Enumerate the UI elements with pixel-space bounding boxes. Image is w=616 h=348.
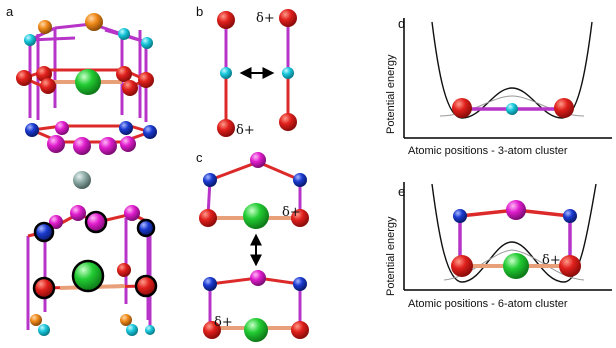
blue-atom <box>25 123 39 137</box>
magenta-atom <box>49 215 63 229</box>
blue-atom <box>203 173 217 187</box>
x-axis-label: Atomic positions - 3-atom cluster <box>408 145 568 157</box>
cyan-atom <box>145 325 155 335</box>
cyan-atom <box>220 67 232 79</box>
panel-label-a: a <box>6 4 14 19</box>
panel-label-c: c <box>196 150 203 165</box>
cyan-atom <box>38 324 50 336</box>
blue-atom-highlighted <box>136 218 156 238</box>
green-atom <box>244 318 268 342</box>
x-axis-label: Atomic positions - 6-atom cluster <box>408 298 568 310</box>
delta-plus-label: δ+ <box>236 123 255 138</box>
panel-label-b: b <box>196 4 203 19</box>
magenta-atom <box>99 137 117 155</box>
blue-atom <box>119 121 133 135</box>
magenta-atom <box>250 152 266 168</box>
magenta-atom <box>124 205 140 221</box>
double-well-potential-curve <box>431 21 593 119</box>
panel-a: a <box>6 4 158 336</box>
red-atom <box>451 255 473 277</box>
panel-d: d Potential energy Atomic positions - 3-… <box>385 16 612 157</box>
cyan-atom <box>282 67 294 79</box>
delta-plus-label: δ+ <box>282 205 301 220</box>
red-atom <box>203 321 221 339</box>
cyan-atom <box>24 34 36 46</box>
y-axis-label: Potential energy <box>385 216 397 296</box>
red-atom <box>138 72 154 88</box>
magenta-atom <box>47 135 65 153</box>
magenta-atom <box>506 200 526 220</box>
blue-atom <box>563 209 577 223</box>
magenta-atom <box>250 270 266 286</box>
blue-atom <box>293 277 307 291</box>
blue-atom-highlighted <box>33 221 55 243</box>
red-atom <box>452 98 472 118</box>
orange-atom <box>38 20 52 34</box>
green-atom <box>75 69 101 95</box>
red-atom <box>291 321 309 339</box>
red-atom <box>217 119 235 137</box>
panel-label-e: e <box>398 184 405 199</box>
red-atom <box>554 98 574 118</box>
red-atom <box>117 263 131 277</box>
green-atom <box>243 203 269 229</box>
cyan-atom <box>141 37 153 49</box>
delta-plus-label: δ+ <box>256 11 275 26</box>
cyan-atom <box>506 103 518 115</box>
delta-plus-label: δ+ <box>214 315 233 330</box>
y-axis-label: Potential energy <box>385 54 397 134</box>
upper-cage <box>16 13 157 155</box>
red-atom <box>279 9 297 27</box>
magenta-atom <box>73 137 91 155</box>
lower-cage <box>26 205 158 336</box>
magenta-atom <box>70 205 86 221</box>
delta-plus-label: δ+ <box>542 253 561 268</box>
red-atom <box>122 80 138 96</box>
red-atom-highlighted <box>134 274 158 298</box>
orange-atom <box>85 13 103 31</box>
magenta-atom-highlighted <box>84 210 108 234</box>
blue-atom <box>143 125 157 139</box>
cyan-atom <box>126 324 138 336</box>
blue-atom <box>453 209 467 223</box>
red-atom <box>559 255 581 277</box>
red-atom <box>217 11 235 29</box>
orange-atom <box>30 314 42 326</box>
red-atom <box>40 78 56 94</box>
red-atom <box>291 209 309 227</box>
red-atom <box>199 209 217 227</box>
cyan-atom <box>118 28 130 40</box>
magenta-atom <box>120 136 136 152</box>
green-atom-highlighted <box>71 259 105 293</box>
panel-b: b δ+ δ+ <box>196 4 297 138</box>
orange-atom <box>120 314 132 326</box>
panel-e: e Potential energy Atomic positions - 6-… <box>385 182 612 310</box>
red-atom-highlighted <box>32 276 56 300</box>
gray-atom <box>73 171 91 189</box>
green-atom <box>503 253 529 279</box>
panel-label-d: d <box>398 16 405 31</box>
magenta-atom <box>55 121 69 135</box>
blue-atom <box>293 173 307 187</box>
red-atom <box>116 66 132 82</box>
blue-atom <box>203 277 217 291</box>
panel-c: c δ+ δ+ <box>196 150 309 342</box>
red-atom <box>16 70 32 86</box>
red-atom <box>279 113 297 131</box>
